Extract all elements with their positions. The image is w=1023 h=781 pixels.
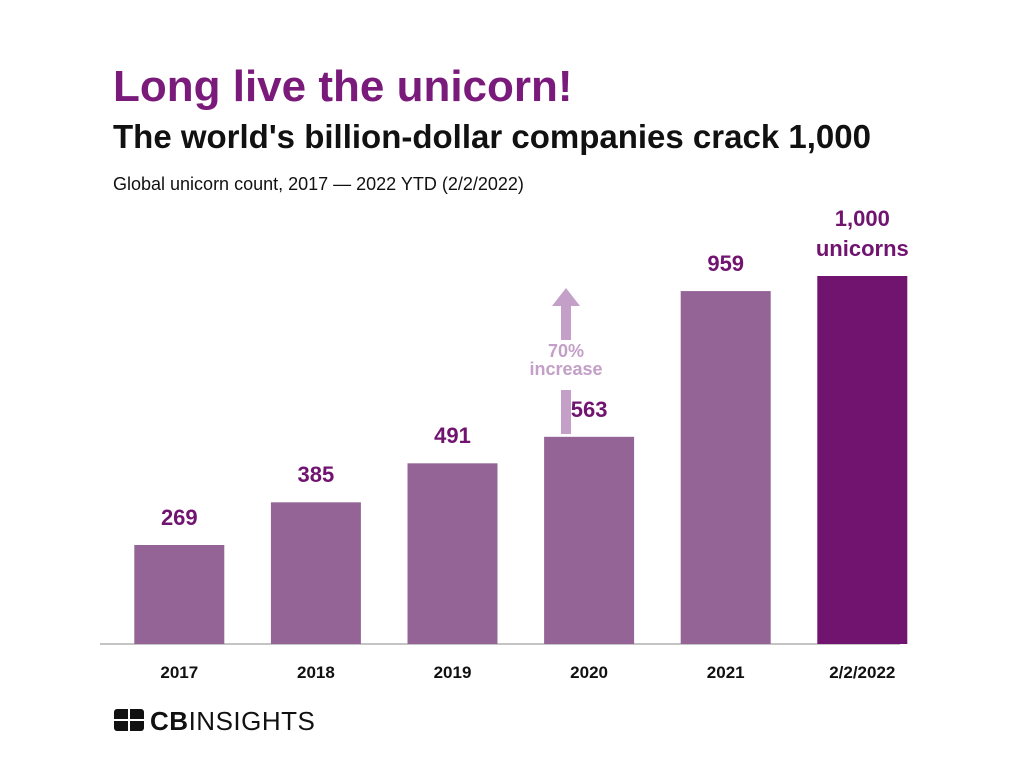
x-tick-label: 2019: [434, 663, 472, 682]
bar: [544, 436, 635, 644]
logo-icon: [114, 709, 144, 731]
value-label: 563: [570, 396, 608, 422]
logo: CBINSIGHTS: [150, 706, 315, 737]
logo-light: INSIGHTS: [188, 706, 316, 736]
bar: [817, 276, 908, 644]
value-label: 269: [160, 505, 198, 530]
value-label: 385: [297, 462, 335, 488]
value-label: 491: [434, 423, 471, 449]
chart-description: Global unicorn count, 2017 — 2022 YTD (2…: [113, 174, 524, 194]
x-tick-label: 2021: [707, 663, 745, 682]
logo-bold: CB: [150, 706, 189, 736]
x-tick-label: 2/2/2022: [829, 663, 895, 682]
bar: [134, 545, 225, 644]
annotation: 70% increase: [529, 341, 603, 379]
value-label: 959: [707, 251, 745, 277]
chart-subtitle: The world's billion-dollar companies cra…: [113, 118, 871, 155]
bar: [680, 291, 771, 644]
x-tick-label: 2018: [297, 663, 335, 682]
bar: [270, 502, 361, 644]
x-tick-label: 2020: [570, 663, 608, 682]
chart-title: Long live the unicorn!: [113, 62, 573, 111]
annotation-arrow: [552, 288, 580, 340]
value-label: 1,000 unicorns: [815, 206, 909, 261]
x-tick-label: 2017: [160, 663, 198, 682]
bar: [407, 463, 498, 644]
annotation-arrow-stem: [561, 390, 571, 434]
